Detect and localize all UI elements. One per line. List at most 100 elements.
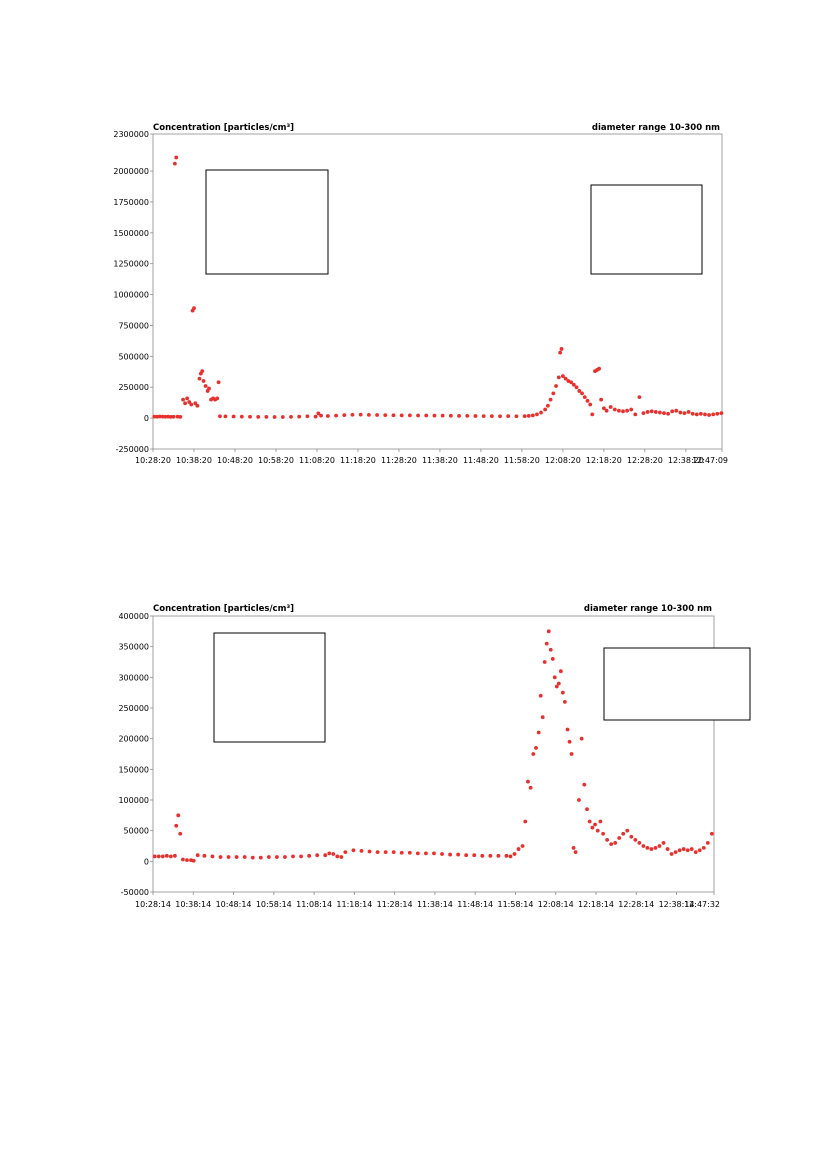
data-point xyxy=(391,850,396,855)
data-point xyxy=(552,675,557,680)
data-point xyxy=(256,414,261,419)
data-point xyxy=(562,699,567,704)
x-tick-label: 11:28:20 xyxy=(381,456,417,465)
data-point xyxy=(465,413,470,418)
data-point xyxy=(174,823,179,828)
data-point xyxy=(548,397,553,402)
data-point xyxy=(210,854,215,859)
data-point xyxy=(171,414,176,419)
data-point xyxy=(272,415,277,419)
y-tick-label: 100000 xyxy=(118,796,149,805)
data-point xyxy=(358,412,363,417)
data-point xyxy=(522,414,527,419)
data-point xyxy=(604,408,609,413)
data-point xyxy=(498,414,502,419)
data-point xyxy=(641,844,646,848)
data-point xyxy=(694,412,699,417)
y-tick-label: -250000 xyxy=(116,445,149,454)
data-point xyxy=(542,660,547,664)
data-point xyxy=(545,403,550,408)
x-tick-label: 12:18:20 xyxy=(586,456,622,465)
data-point xyxy=(215,396,220,401)
data-point xyxy=(598,819,603,824)
x-tick-label: 11:18:14 xyxy=(336,900,372,909)
x-tick-label: 12:28:14 xyxy=(618,900,654,909)
data-point xyxy=(539,410,543,415)
data-point xyxy=(588,402,593,407)
data-point xyxy=(617,836,622,840)
data-point xyxy=(339,855,344,859)
data-point xyxy=(554,684,559,689)
data-point xyxy=(528,785,533,790)
data-point xyxy=(556,375,561,380)
x-tick-label: 10:28:20 xyxy=(135,456,171,465)
data-point xyxy=(526,779,530,784)
x-tick-label: 11:08:20 xyxy=(299,456,335,465)
data-point xyxy=(166,414,170,419)
data-point xyxy=(707,413,711,417)
data-point xyxy=(164,853,169,858)
y-tick-label: -50000 xyxy=(121,888,149,897)
chart-subtitle: diameter range 10-300 nm xyxy=(584,604,712,614)
data-point xyxy=(464,853,469,858)
data-point xyxy=(613,841,618,845)
data-point xyxy=(538,693,543,698)
data-point xyxy=(536,730,541,735)
data-point xyxy=(599,397,604,402)
legend-box-1 xyxy=(205,169,329,275)
data-point xyxy=(697,848,702,853)
data-point xyxy=(705,841,710,845)
data-point xyxy=(202,853,207,858)
data-point xyxy=(544,641,549,646)
data-point xyxy=(689,847,694,851)
data-point xyxy=(658,410,662,415)
data-point xyxy=(201,379,206,383)
data-point xyxy=(316,411,321,416)
data-point xyxy=(523,819,528,824)
data-point xyxy=(558,350,563,355)
data-point xyxy=(175,414,180,419)
data-point xyxy=(163,414,168,419)
data-point xyxy=(195,853,200,858)
data-point xyxy=(554,384,558,388)
data-point xyxy=(665,847,670,851)
data-point xyxy=(181,397,185,402)
data-point xyxy=(207,386,211,391)
data-point xyxy=(327,851,332,856)
data-point xyxy=(637,841,642,845)
data-point xyxy=(299,854,303,859)
data-point xyxy=(612,407,617,412)
data-point xyxy=(174,155,179,160)
x-tick-label: 12:28:20 xyxy=(627,456,663,465)
data-point xyxy=(512,852,517,856)
x-tick-label: 10:38:14 xyxy=(175,900,211,909)
data-point xyxy=(325,414,330,418)
data-point xyxy=(472,853,477,858)
data-point xyxy=(577,798,581,802)
data-point xyxy=(686,410,691,414)
data-point xyxy=(590,412,595,417)
data-point xyxy=(416,413,420,418)
data-point xyxy=(601,406,606,411)
data-point xyxy=(715,411,720,416)
data-point xyxy=(621,831,626,836)
data-point xyxy=(351,848,356,853)
legend-box-1 xyxy=(213,632,326,743)
data-point xyxy=(641,411,646,416)
data-point xyxy=(391,413,396,418)
data-point xyxy=(582,782,587,787)
data-point xyxy=(156,854,161,859)
y-tick-label: 1250000 xyxy=(113,260,149,269)
data-point xyxy=(424,413,429,418)
data-point xyxy=(681,847,686,851)
data-point xyxy=(160,414,165,419)
y-tick-label: 250000 xyxy=(118,704,149,713)
y-tick-label: 50000 xyxy=(124,827,149,836)
x-tick-label: 12:08:14 xyxy=(538,900,574,909)
data-point xyxy=(629,407,634,412)
x-tick-label: 12:18:14 xyxy=(578,900,614,909)
data-point xyxy=(590,825,595,830)
data-point xyxy=(283,855,287,859)
data-point xyxy=(258,855,263,860)
y-tick-label: 2300000 xyxy=(113,130,149,139)
